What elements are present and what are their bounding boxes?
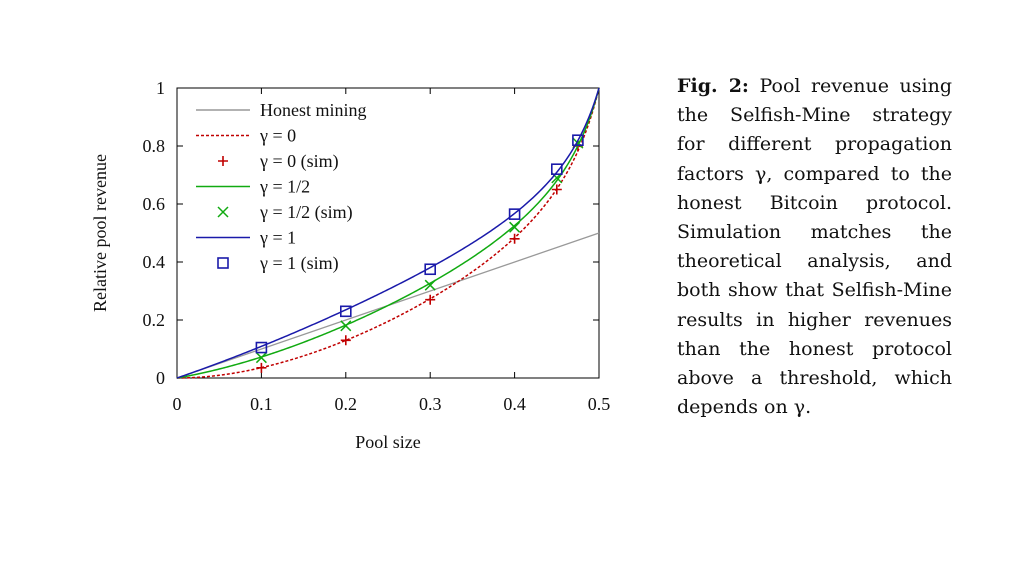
data-point — [255, 352, 267, 364]
y-axis-label: Relative pool revenue — [90, 154, 110, 312]
data-point — [340, 335, 351, 346]
data-point — [572, 134, 584, 146]
data-point — [339, 305, 352, 318]
data-point — [551, 184, 562, 195]
legend-label: Honest mining — [260, 100, 367, 120]
x-tick-label: 0.1 — [250, 394, 273, 414]
data-point — [256, 362, 267, 373]
data-point — [424, 263, 437, 276]
series-line-1 — [177, 87, 600, 379]
x-tick-label: 0.5 — [588, 394, 611, 414]
x-tick-label: 0.3 — [419, 394, 442, 414]
series-line-3 — [176, 87, 600, 379]
y-tick-label: 0.6 — [143, 194, 166, 214]
legend-marker — [217, 206, 229, 218]
data-point — [255, 341, 268, 354]
series-line-5 — [176, 87, 600, 379]
data-point — [425, 294, 436, 305]
data-point — [550, 163, 563, 175]
data-point — [509, 221, 521, 233]
y-tick-label: 1 — [156, 78, 165, 98]
legend-label: γ = 1/2 (sim) — [259, 202, 353, 223]
legend-label: γ = 1 (sim) — [259, 253, 339, 274]
data-point — [424, 279, 436, 291]
legend-label: γ = 1/2 — [259, 177, 310, 197]
caption-text: Pool revenue using the Selfish-Mine stra… — [677, 75, 952, 419]
legend-label: γ = 0 — [259, 126, 296, 146]
legend-marker — [218, 156, 228, 166]
legend-label: γ = 1 — [259, 228, 296, 248]
y-tick-label: 0.4 — [143, 252, 166, 272]
x-tick-label: 0 — [173, 394, 182, 414]
y-tick-label: 0.2 — [143, 310, 166, 330]
data-point — [509, 233, 520, 244]
plot-frame — [176, 87, 600, 379]
x-axis-label: Pool size — [355, 432, 421, 452]
data-point — [508, 208, 521, 220]
y-tick-label: 0.8 — [143, 136, 166, 156]
figure-caption: Fig. 2: Pool revenue using the Selfish-M… — [677, 72, 952, 422]
x-tick-label: 0.2 — [335, 394, 358, 414]
legend-label: γ = 0 (sim) — [259, 151, 339, 172]
legend-marker — [217, 257, 229, 269]
y-tick-label: 0 — [156, 368, 165, 388]
x-tick-label: 0.4 — [503, 394, 526, 414]
data-point — [340, 320, 352, 332]
caption-label: Fig. 2: — [677, 75, 749, 97]
